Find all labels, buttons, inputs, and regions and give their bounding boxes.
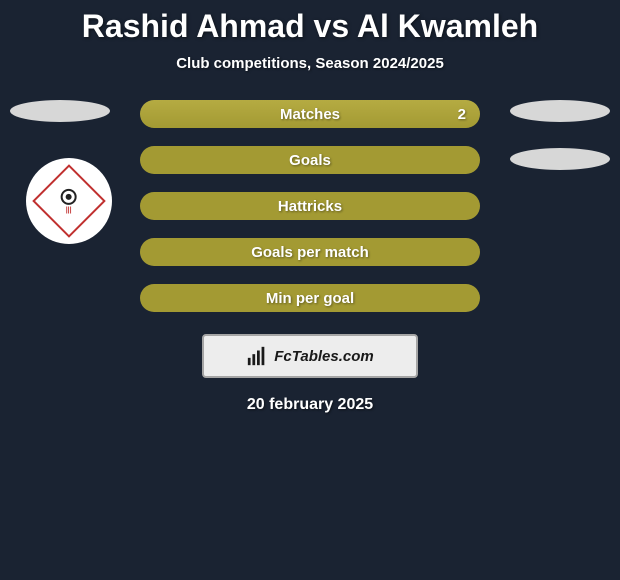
stat-bar-min-per-goal: Min per goal: [140, 284, 480, 312]
stat-label: Min per goal: [266, 290, 354, 307]
date-line: 20 february 2025: [0, 396, 620, 414]
stats-area: ||| Matches 2 Goals Hattricks Goals per …: [0, 100, 620, 320]
brand-box: FcTables.com: [202, 334, 418, 378]
stat-label: Goals per match: [251, 244, 369, 261]
player-right-placeholder-2: [510, 148, 610, 170]
club-badge: |||: [26, 158, 112, 244]
stat-bar-goals: Goals: [140, 146, 480, 174]
badge-stripes: |||: [66, 207, 72, 214]
bar-chart-icon: [246, 345, 268, 367]
stat-label: Goals: [289, 152, 331, 169]
player-left-placeholder: [10, 100, 110, 122]
stat-value-right: 2: [458, 106, 466, 123]
club-badge-inner: |||: [32, 164, 106, 238]
subtitle: Club competitions, Season 2024/2025: [0, 55, 620, 72]
stat-bar-goals-per-match: Goals per match: [140, 238, 480, 266]
stat-label: Hattricks: [278, 198, 342, 215]
stat-bar-matches: Matches 2: [140, 100, 480, 128]
stat-bar-hattricks: Hattricks: [140, 192, 480, 220]
page-title: Rashid Ahmad vs Al Kwamleh: [0, 0, 620, 45]
football-icon: [61, 189, 77, 205]
stat-label: Matches: [280, 106, 340, 123]
player-right-placeholder-1: [510, 100, 610, 122]
brand-text: FcTables.com: [274, 348, 373, 365]
